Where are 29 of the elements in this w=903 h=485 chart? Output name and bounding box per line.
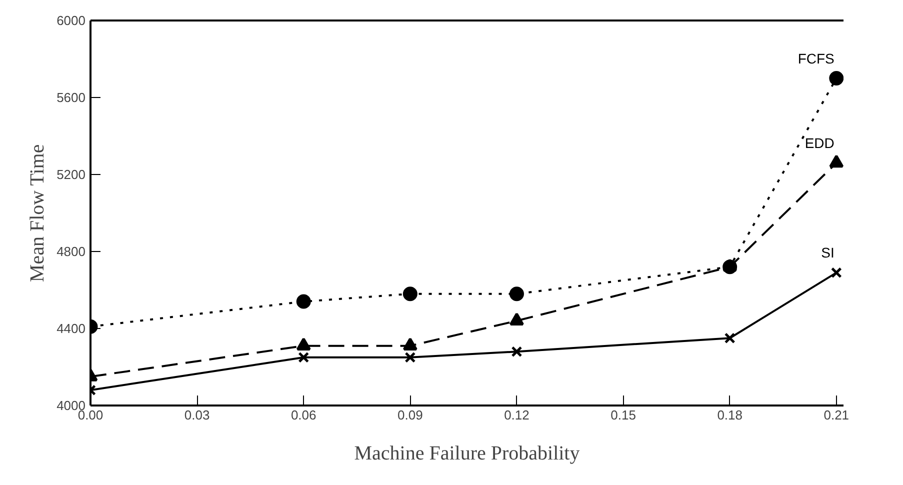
x-tick-label: 0.15 <box>610 408 636 422</box>
point <box>296 338 311 351</box>
y-tick-label: 4800 <box>56 244 86 259</box>
y-tick-label: 6000 <box>56 13 86 28</box>
x-tick-label: 0.12 <box>504 408 530 422</box>
point <box>829 71 844 86</box>
point <box>402 286 418 302</box>
series-label: EDD <box>804 134 834 151</box>
x-tick-label: 0.06 <box>290 408 316 422</box>
point <box>509 286 524 302</box>
y-tick-label: 5200 <box>56 167 86 182</box>
x-tick-label: 0.09 <box>398 408 423 422</box>
point <box>296 294 311 309</box>
point <box>724 332 736 344</box>
y-tick-label: 4400 <box>56 321 86 336</box>
x-tick-label: 0.21 <box>824 408 850 422</box>
point <box>404 352 416 363</box>
point <box>511 346 522 358</box>
x-axis-title: Machine Failure Probability <box>354 442 580 464</box>
point <box>402 338 418 351</box>
point <box>298 352 310 363</box>
y-tick-label: 5600 <box>56 90 86 105</box>
series-label: SI <box>821 244 834 261</box>
x-tick-label: 0.18 <box>717 408 742 422</box>
series-label: FCFS <box>798 50 834 66</box>
x-tick-label: 0.03 <box>184 408 210 422</box>
point <box>509 312 524 326</box>
point <box>830 267 842 278</box>
y-axis-title: Mean Flow Time <box>26 144 49 282</box>
